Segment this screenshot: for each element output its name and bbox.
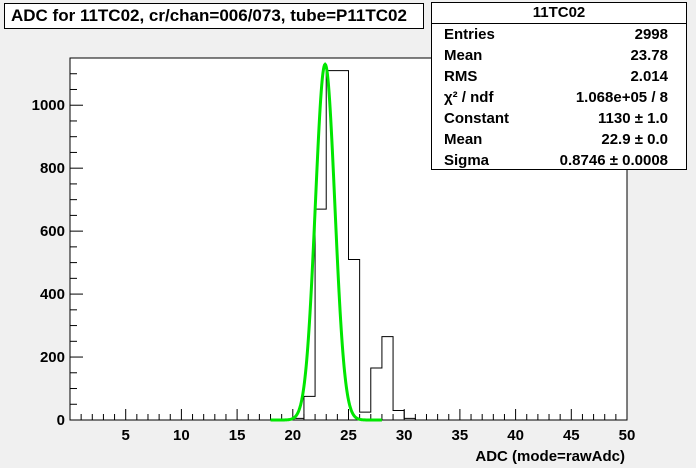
stats-value: 0.8746 ± 0.0008 [559, 152, 668, 169]
stats-value: 1130 ± 1.0 [598, 110, 668, 127]
y-tick-label: 0 [57, 412, 65, 429]
stats-key: RMS [444, 68, 478, 85]
stats-row: Constant 1130 ± 1.0 [432, 108, 686, 129]
y-tick-label: 400 [40, 286, 65, 303]
y-tick-label: 800 [40, 160, 65, 177]
stats-row: Sigma 0.8746 ± 0.0008 [432, 150, 686, 171]
x-tick-label: 20 [284, 427, 301, 444]
stats-row: Mean 23.78 [432, 45, 686, 66]
stats-value: 22.9 ± 0.0 [601, 131, 668, 148]
x-tick-label: 45 [563, 427, 580, 444]
y-tick-label: 600 [40, 223, 65, 240]
stats-row: Entries 2998 [432, 24, 686, 45]
x-tick-label: 50 [619, 427, 636, 444]
stats-value: 1.068e+05 / 8 [575, 89, 668, 106]
stats-box: 11TC02 Entries 2998 Mean 23.78 RMS 2.014 χ² / … [431, 2, 687, 170]
x-tick-label: 30 [396, 427, 413, 444]
x-tick-label: 10 [173, 427, 190, 444]
x-tick-label: 35 [452, 427, 469, 444]
x-axis-label: ADC (mode=rawAdc) [475, 448, 625, 465]
stats-key: Entries [444, 26, 495, 43]
stats-value: 2.014 [630, 68, 668, 85]
x-axis: 5 10 15 20 25 30 35 40 45 50 [69, 409, 636, 444]
stats-key: Constant [444, 110, 509, 127]
x-tick-label: 40 [507, 427, 524, 444]
stats-key: χ² / ndf [444, 89, 494, 106]
x-tick-label: 15 [229, 427, 246, 444]
x-tick-label: 5 [122, 427, 130, 444]
stats-value: 2998 [634, 26, 668, 43]
gaussian-fit-curve [270, 62, 382, 422]
stats-row: χ² / ndf 1.068e+05 / 8 [432, 87, 686, 108]
stats-key: Mean [444, 131, 483, 148]
stats-title: 11TC02 [432, 3, 686, 24]
stats-key: Sigma [444, 152, 490, 169]
histogram-series [70, 70, 627, 421]
y-tick-label: 200 [40, 349, 65, 366]
stats-row: RMS 2.014 [432, 66, 686, 87]
y-tick-label: 1000 [32, 97, 65, 114]
chart-title: ADC for 11TC02, cr/chan=006/073, tube=P1… [4, 3, 424, 29]
stats-value: 23.78 [630, 47, 668, 64]
stats-row: Mean 22.9 ± 0.0 [432, 129, 686, 150]
y-axis: 0 200 400 600 800 1000 [32, 57, 83, 429]
stats-key: Mean [444, 47, 483, 64]
x-tick-label: 25 [340, 427, 357, 444]
